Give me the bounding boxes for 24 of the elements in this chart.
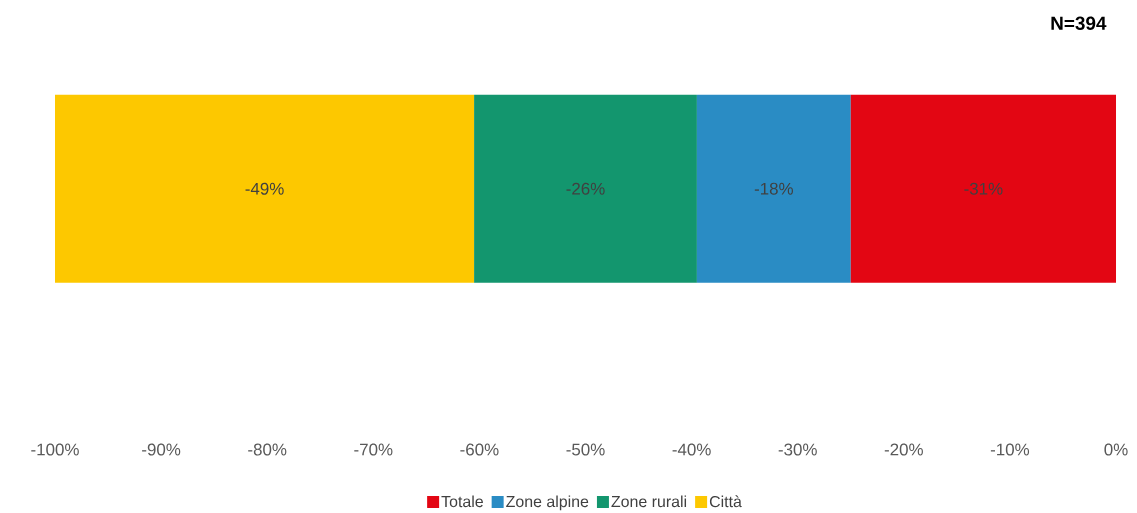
annotation: -26% — [566, 182, 605, 195]
bar — [55, 94, 475, 283]
x-tick-label: -90% — [142, 443, 181, 456]
bar — [696, 94, 851, 283]
x-tick-label: -70% — [354, 443, 393, 456]
annotation: -31% — [964, 182, 1003, 195]
legend-label: Zone rurali — [611, 495, 687, 508]
legend-label: Città — [709, 495, 742, 508]
x-tick-label: -50% — [566, 443, 605, 456]
legend-label: Totale — [441, 495, 483, 508]
bar — [474, 94, 697, 283]
x-tick-label: 0% — [1104, 443, 1128, 456]
x-tick-label: -10% — [990, 443, 1030, 456]
x-tick-label: -40% — [672, 443, 711, 456]
bar — [850, 94, 1117, 283]
annotation: -18% — [754, 182, 793, 195]
x-tick-label: -20% — [884, 443, 923, 456]
x-tick-label: -30% — [778, 443, 817, 456]
text: N=394 — [1051, 16, 1107, 30]
x-tick-label: -80% — [248, 443, 287, 456]
x-tick-label: -60% — [460, 443, 499, 456]
x-tick-label: -100% — [31, 443, 79, 456]
annotation: -49% — [245, 182, 284, 195]
legend-label: Zone alpine — [506, 495, 589, 511]
